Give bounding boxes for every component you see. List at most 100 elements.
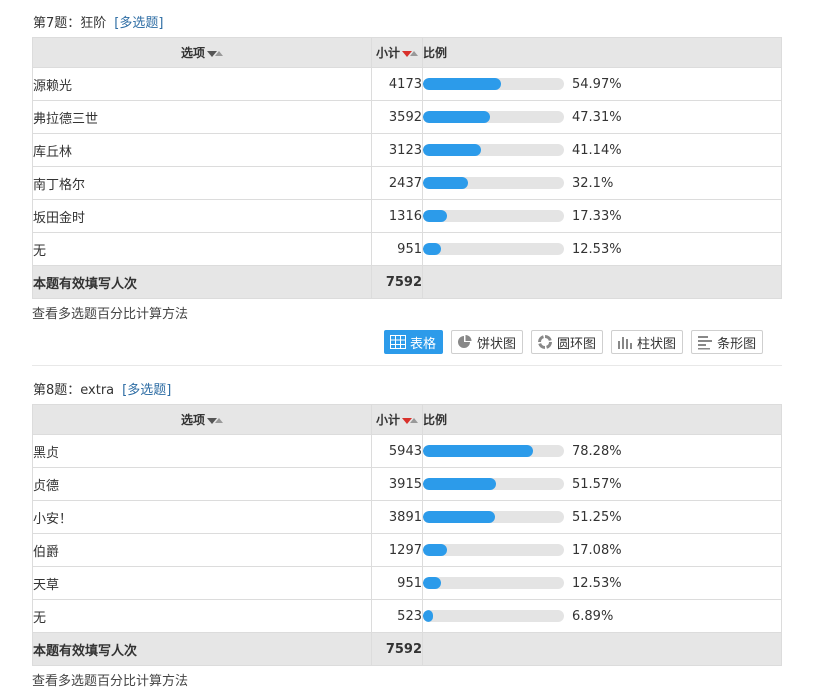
view-button-label: 条形图	[717, 336, 757, 352]
view-button-label: 柱状图	[637, 336, 677, 352]
ratio-cell: 17.33%	[422, 199, 782, 233]
progress-bar-fill	[423, 177, 469, 189]
option-label: 无	[32, 599, 372, 633]
progress-bar-fill	[423, 577, 441, 589]
option-count: 3915	[371, 467, 423, 501]
view-table-button[interactable]: 表格	[384, 330, 444, 354]
ratio-cell: 32.1%	[422, 166, 782, 200]
column-header-ratio: 比例	[422, 37, 782, 68]
calc-method-link[interactable]: 查看多选题百分比计算方法	[32, 674, 189, 689]
view-bar-button[interactable]: 条形图	[691, 330, 764, 354]
total-label: 本题有效填写人次	[32, 265, 372, 299]
column-header-option[interactable]: 选项	[32, 404, 372, 435]
progress-bar	[423, 610, 564, 622]
option-count: 951	[371, 566, 423, 600]
progress-bar	[423, 544, 564, 556]
option-label: 库丘林	[32, 133, 372, 167]
progress-bar-fill	[423, 210, 448, 222]
percent-value: 6.89%	[572, 608, 614, 624]
sort-asc-icon	[410, 51, 418, 56]
progress-bar	[423, 445, 564, 457]
ratio-cell: 78.28%	[422, 434, 782, 468]
ratio-cell: 54.97%	[422, 67, 782, 101]
view-donut-button[interactable]: 圆环图	[531, 330, 604, 354]
column-header-option[interactable]: 选项	[32, 37, 372, 68]
option-label: 无	[32, 232, 372, 266]
column-header-count[interactable]: 小计	[371, 37, 423, 68]
progress-bar-fill	[423, 445, 534, 457]
progress-bar-fill	[423, 78, 501, 90]
view-pie-button[interactable]: 饼状图	[451, 330, 524, 354]
table-row: 无 523 6.89%	[32, 599, 782, 633]
option-count: 1297	[371, 533, 423, 567]
progress-bar-fill	[423, 144, 481, 156]
total-row: 本题有效填写人次 7592	[32, 265, 782, 299]
ratio-cell: 12.53%	[422, 232, 782, 266]
table-row: 伯爵 1297 17.08%	[32, 533, 782, 567]
progress-bar	[423, 478, 564, 490]
option-label: 南丁格尔	[32, 166, 372, 200]
donut-chart-icon	[538, 335, 553, 349]
total-label: 本题有效填写人次	[32, 632, 372, 666]
results-table-q8: 选项 小计 比例 黑贞 5943 78.28% 贞德 3915 51.57% 小…	[32, 404, 782, 666]
option-count: 5943	[371, 434, 423, 468]
percent-value: 12.53%	[572, 241, 622, 257]
option-label: 源赖光	[32, 67, 372, 101]
ratio-cell: 6.89%	[422, 599, 782, 633]
table-row: 天草 951 12.53%	[32, 566, 782, 600]
progress-bar-fill	[423, 243, 441, 255]
table-row: 无 951 12.53%	[32, 232, 782, 266]
calc-method-link[interactable]: 查看多选题百分比计算方法	[32, 307, 189, 322]
total-value: 7592	[371, 265, 423, 299]
percent-value: 51.57%	[572, 476, 622, 492]
view-button-label: 饼状图	[477, 336, 517, 352]
question-type-tag[interactable]: [多选题]	[122, 383, 172, 398]
sort-desc-icon	[207, 50, 217, 57]
question-7-title: 第7题：狂阶 [多选题]	[33, 12, 163, 31]
progress-bar	[423, 177, 564, 189]
table-row: 库丘林 3123 41.14%	[32, 133, 782, 167]
column-chart-icon	[618, 337, 633, 349]
table-row: 南丁格尔 2437 32.1%	[32, 166, 782, 200]
percent-value: 41.14%	[572, 142, 622, 158]
ratio-cell: 51.25%	[422, 500, 782, 534]
percent-value: 54.97%	[572, 76, 622, 92]
table-row: 源赖光 4173 54.97%	[32, 67, 782, 101]
column-header-ratio: 比例	[422, 404, 782, 435]
question-title-text: 第7题：狂阶	[33, 16, 107, 31]
option-count: 4173	[371, 67, 423, 101]
progress-bar	[423, 243, 564, 255]
percent-value: 51.25%	[572, 509, 622, 525]
view-button-label: 圆环图	[557, 336, 597, 352]
percent-value: 12.53%	[572, 575, 622, 591]
ratio-cell: 51.57%	[422, 467, 782, 501]
table-header-row: 选项 小计 比例	[32, 37, 782, 68]
view-column-button[interactable]: 柱状图	[611, 330, 684, 354]
option-count: 523	[371, 599, 423, 633]
option-label: 伯爵	[32, 533, 372, 567]
progress-bar	[423, 511, 564, 523]
ratio-cell: 41.14%	[422, 133, 782, 167]
sort-asc-icon	[215, 418, 223, 423]
ratio-cell: 47.31%	[422, 100, 782, 134]
percent-value: 47.31%	[572, 109, 622, 125]
option-label: 小安！	[32, 500, 372, 534]
ratio-cell: 12.53%	[422, 566, 782, 600]
table-row: 黑贞 5943 78.28%	[32, 434, 782, 468]
sort-desc-icon	[402, 417, 412, 424]
view-switcher: 表格 饼状图 圆环图 柱状图 条形图	[384, 330, 764, 356]
percent-value: 78.28%	[572, 443, 622, 459]
option-count: 3123	[371, 133, 423, 167]
column-header-count[interactable]: 小计	[371, 404, 423, 435]
question-title-text: 第8题：extra	[33, 383, 115, 398]
progress-bar-fill	[423, 544, 448, 556]
progress-bar-fill	[423, 511, 496, 523]
progress-bar-fill	[423, 111, 490, 123]
progress-bar	[423, 210, 564, 222]
bar-chart-icon	[698, 336, 713, 350]
question-8-title: 第8题：extra [多选题]	[33, 379, 171, 398]
option-count: 951	[371, 232, 423, 266]
question-type-tag[interactable]: [多选题]	[114, 16, 164, 31]
progress-bar-fill	[423, 610, 433, 622]
view-button-label: 表格	[410, 336, 437, 352]
